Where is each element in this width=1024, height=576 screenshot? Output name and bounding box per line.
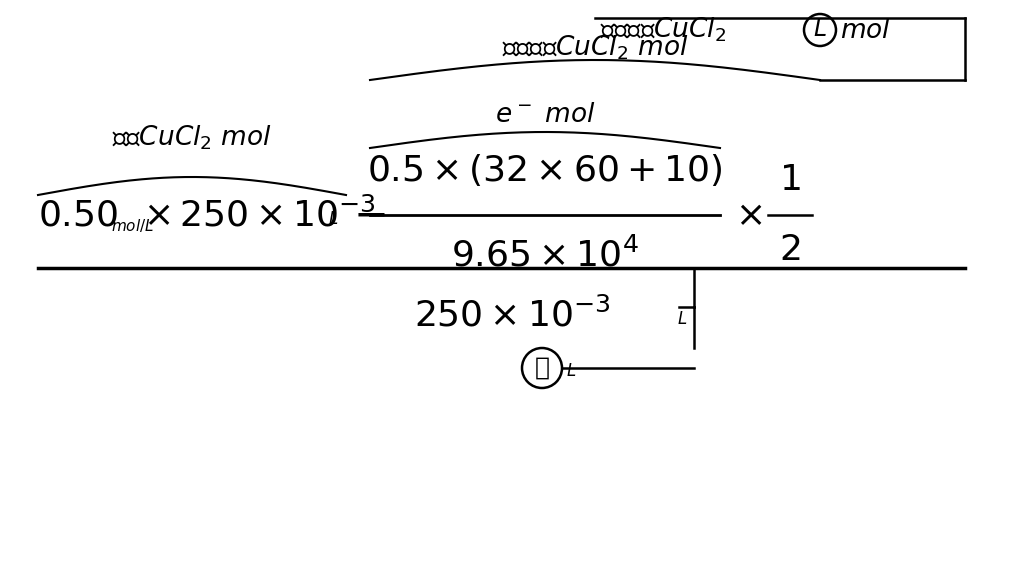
Text: $\times$: $\times$: [735, 198, 762, 232]
Text: $0.5\times(32\times60+10)$: $0.5\times(32\times60+10)$: [368, 152, 723, 188]
Text: $L$: $L$: [566, 363, 577, 381]
Text: 消費した$\mathit{CuCl_2}\ mol$: 消費した$\mathit{CuCl_2}\ mol$: [502, 34, 688, 62]
Text: $\times\,250\times10^{-3}$: $\times\,250\times10^{-3}$: [143, 197, 376, 233]
Text: $L$: $L$: [328, 210, 338, 228]
Text: $e^-\ \mathit{mol}$: $e^-\ \mathit{mol}$: [495, 103, 595, 127]
Text: $1$: $1$: [779, 163, 801, 197]
Text: え: え: [535, 357, 550, 380]
Text: $L$: $L$: [813, 18, 826, 41]
Text: 元の$\mathit{CuCl_2}\ mol$: 元の$\mathit{CuCl_2}\ mol$: [112, 124, 272, 152]
Text: $2$: $2$: [779, 233, 801, 267]
Text: 反応後の$\mathit{CuCl_2}$: 反応後の$\mathit{CuCl_2}$: [600, 16, 726, 44]
Text: $mol/L$: $mol/L$: [111, 217, 155, 233]
Text: $-$: $-$: [353, 194, 385, 236]
Text: $L$: $L$: [677, 310, 687, 328]
Text: $0.50$: $0.50$: [38, 198, 118, 232]
Text: $9.65\times10^{4}$: $9.65\times10^{4}$: [452, 237, 639, 273]
Text: $\mathit{mol}$: $\mathit{mol}$: [840, 17, 891, 43]
Text: $250\times10^{-3}$: $250\times10^{-3}$: [414, 297, 610, 333]
